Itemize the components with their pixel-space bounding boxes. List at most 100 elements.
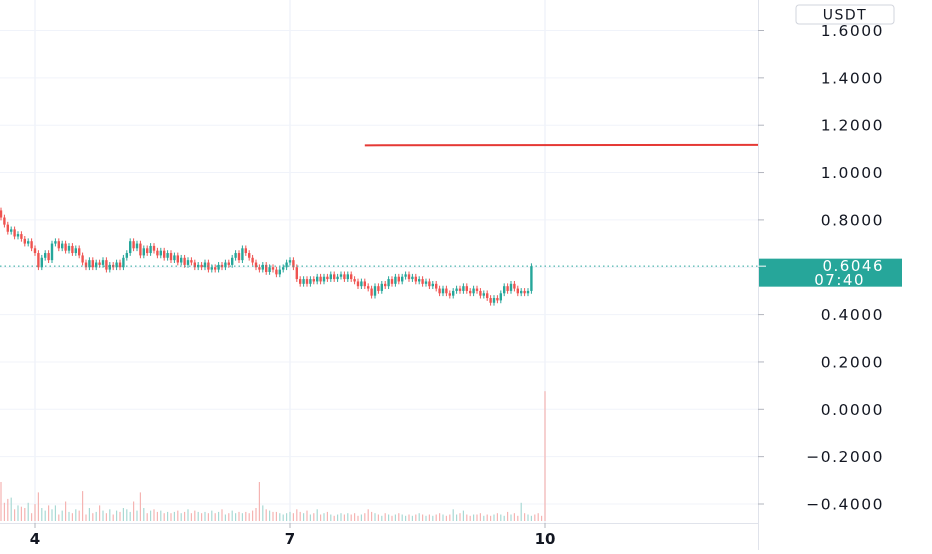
candle-body[interactable] [530,266,533,291]
candle-body[interactable] [458,288,462,291]
candle-body[interactable] [496,298,499,301]
candle-body[interactable] [411,276,414,280]
candle-body[interactable] [118,262,122,268]
candle-body[interactable] [193,262,196,268]
candle-body[interactable] [370,288,373,296]
candle-body[interactable] [20,234,23,239]
candle-body[interactable] [407,274,411,280]
candle-body[interactable] [397,276,400,282]
candle-body[interactable] [217,264,220,270]
candle-body[interactable] [322,276,326,282]
candle-body[interactable] [163,250,166,258]
candle-body[interactable] [295,267,298,280]
candle-body[interactable] [469,290,472,294]
candle-body[interactable] [108,264,111,270]
candle-body[interactable] [33,248,37,254]
candle-body[interactable] [44,253,47,258]
candle-body[interactable] [414,276,417,282]
candle-body[interactable] [455,288,458,291]
candle-body[interactable] [254,262,258,268]
candle-body[interactable] [227,262,230,265]
candle-body[interactable] [523,290,526,294]
candle-body[interactable] [418,279,421,282]
candle-body[interactable] [40,257,43,268]
candle-body[interactable] [387,279,390,287]
candle-body[interactable] [316,276,319,282]
candle-body[interactable] [16,234,20,237]
candle-body[interactable] [479,290,482,296]
candle-body[interactable] [346,274,349,280]
candle-body[interactable] [326,276,329,280]
candle-body[interactable] [312,279,315,282]
candle-body[interactable] [234,253,237,258]
candle-body[interactable] [261,264,264,270]
currency-label[interactable]: USDT [823,8,867,24]
candle-body[interactable] [452,290,455,296]
candle-body[interactable] [299,279,302,284]
currency-badge[interactable] [795,4,895,25]
candle-body[interactable] [173,255,176,261]
candle-body[interactable] [210,267,213,270]
candle-body[interactable] [224,262,227,268]
candle-body[interactable] [84,262,88,268]
candle-body[interactable] [499,293,502,301]
candle-body[interactable] [146,248,149,254]
candle-body[interactable] [401,276,404,282]
candle-body[interactable] [101,260,105,265]
candle-body[interactable] [516,288,519,294]
candle-body[interactable] [421,279,424,284]
candle-body[interactable] [156,250,159,256]
candle-body[interactable] [203,262,207,268]
candle-body[interactable] [125,253,128,258]
candle-body[interactable] [149,245,152,254]
candle-body[interactable] [169,253,173,261]
candle-body[interactable] [486,293,489,299]
candle-body[interactable] [6,224,9,232]
candle-body[interactable] [47,253,50,261]
candle-body[interactable] [302,279,305,284]
candle-body[interactable] [237,253,241,261]
candle-body[interactable] [13,229,16,237]
candle-body[interactable] [526,290,530,294]
candle-body[interactable] [431,283,434,287]
candle-body[interactable] [292,260,295,268]
candle-body[interactable] [0,210,3,218]
candle-body[interactable] [506,286,509,291]
candle-body[interactable] [350,274,353,280]
candle-body[interactable] [152,245,156,251]
candle-body[interactable] [159,250,162,256]
candle-body[interactable] [377,286,380,291]
candle-body[interactable] [244,248,247,254]
candle-body[interactable] [183,257,186,265]
candle-body[interactable] [166,253,169,258]
candle-body[interactable] [353,279,356,282]
candle-body[interactable] [54,241,57,244]
candle-body[interactable] [27,241,30,244]
candle-body[interactable] [288,260,292,263]
candle-body[interactable] [200,264,203,268]
candle-body[interactable] [248,253,251,258]
candle-body[interactable] [57,241,60,249]
candle-body[interactable] [373,286,377,296]
candle-body[interactable] [360,281,363,287]
candle-body[interactable] [265,264,268,272]
candle-body[interactable] [37,253,40,268]
candle-body[interactable] [333,274,336,280]
candle-body[interactable] [390,279,394,284]
candle-body[interactable] [91,260,94,268]
candle-body[interactable] [95,262,98,268]
candle-body[interactable] [81,255,84,263]
candle-body[interactable] [30,241,33,249]
candle-body[interactable] [329,274,332,280]
candle-body[interactable] [394,276,397,284]
candle-body[interactable] [513,283,516,289]
candle-body[interactable] [319,276,322,282]
candle-body[interactable] [475,288,479,291]
candle-body[interactable] [214,267,217,270]
candle-body[interactable] [78,248,81,256]
candle-body[interactable] [186,260,190,265]
candle-body[interactable] [241,248,244,261]
candle-body[interactable] [190,260,193,263]
